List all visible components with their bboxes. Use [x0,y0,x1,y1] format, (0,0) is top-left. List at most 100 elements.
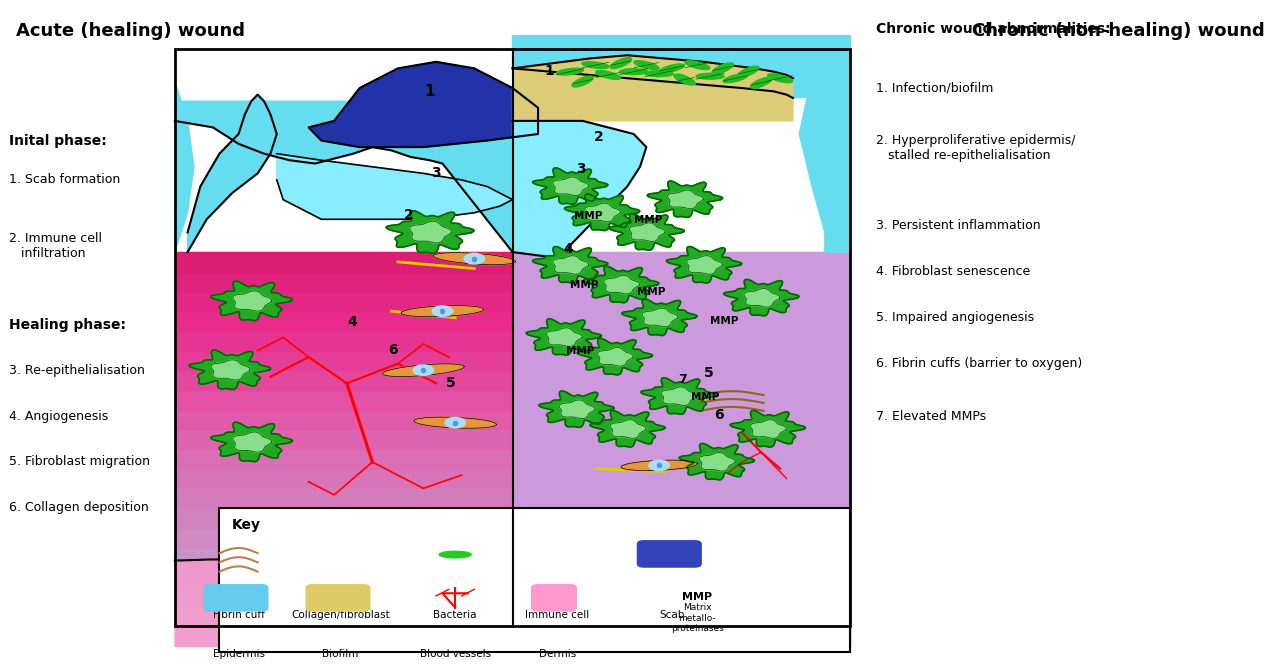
Bar [175,606,512,626]
Polygon shape [643,308,678,327]
Circle shape [433,306,453,317]
FancyBboxPatch shape [531,585,576,611]
Text: Dermis: Dermis [539,649,576,659]
Ellipse shape [559,66,581,77]
Polygon shape [621,460,698,471]
Polygon shape [413,417,497,428]
Text: MMP: MMP [691,392,719,402]
Circle shape [330,549,351,560]
Text: 2: 2 [404,208,413,222]
Polygon shape [680,444,754,480]
Text: Acute (healing) wound: Acute (healing) wound [15,23,244,41]
Text: 5: 5 [447,376,456,390]
Text: 6: 6 [714,408,723,422]
Text: MMP: MMP [637,287,666,297]
Polygon shape [547,328,582,347]
FancyBboxPatch shape [204,585,268,611]
Text: MMP: MMP [573,211,602,221]
Text: 1: 1 [544,64,554,78]
Ellipse shape [582,62,609,68]
Polygon shape [211,281,292,321]
Polygon shape [175,82,195,252]
Polygon shape [564,194,640,230]
FancyBboxPatch shape [637,540,701,567]
Text: 1. Scab formation: 1. Scab formation [9,173,120,187]
Polygon shape [723,280,799,316]
Polygon shape [609,214,685,250]
Circle shape [413,365,434,375]
Text: MMP: MMP [566,346,594,356]
Text: 3: 3 [431,165,440,180]
Polygon shape [383,364,465,376]
Ellipse shape [749,78,773,87]
Polygon shape [529,540,586,568]
Text: 5: 5 [704,366,713,380]
Text: 6. Collagen deposition: 6. Collagen deposition [9,501,148,515]
Polygon shape [512,252,850,646]
Ellipse shape [645,70,673,77]
Polygon shape [667,190,703,208]
Text: Biofilm: Biofilm [323,649,358,659]
Ellipse shape [620,68,648,75]
Text: Fibrin cuff: Fibrin cuff [212,610,265,620]
Polygon shape [699,452,735,471]
Bar [175,252,512,272]
Text: 2. Hyperproliferative epidermis/
   stalled re-epithelialisation: 2. Hyperproliferative epidermis/ stalled… [876,134,1075,162]
Polygon shape [526,319,602,355]
Text: 4. Angiogenesis: 4. Angiogenesis [9,410,109,422]
Ellipse shape [439,551,471,558]
Text: 5. Fibroblast migration: 5. Fibroblast migration [9,456,150,469]
Polygon shape [598,347,634,366]
Text: 4: 4 [563,242,573,256]
Polygon shape [799,55,850,252]
Bar [175,371,512,390]
Ellipse shape [632,62,660,68]
FancyBboxPatch shape [219,508,850,652]
Polygon shape [662,387,698,406]
Bar [175,547,512,567]
Polygon shape [308,62,538,147]
Text: Blood vessels: Blood vessels [420,649,490,659]
Ellipse shape [594,72,622,78]
Bar [175,48,850,626]
Text: 1: 1 [425,84,435,99]
Polygon shape [622,299,698,335]
Text: 6. Fibrin cuffs (barrier to oxygen): 6. Fibrin cuffs (barrier to oxygen) [876,357,1082,370]
Polygon shape [553,177,589,196]
Polygon shape [630,223,666,242]
Polygon shape [648,181,722,217]
Ellipse shape [709,66,737,71]
Ellipse shape [611,58,631,68]
Bar [175,390,512,410]
Polygon shape [544,547,571,561]
Bar [175,587,512,606]
Polygon shape [211,360,250,380]
Polygon shape [585,203,621,222]
Polygon shape [559,400,595,418]
Ellipse shape [737,66,759,77]
Polygon shape [641,378,717,414]
Text: Healing phase:: Healing phase: [9,317,127,332]
Text: 4. Fibroblast senescence: 4. Fibroblast senescence [876,265,1030,278]
Polygon shape [189,350,270,390]
Bar [175,469,512,488]
Text: Chronic (non-healing) wound: Chronic (non-healing) wound [972,23,1265,41]
Polygon shape [233,432,271,452]
Text: Immune cell: Immune cell [525,610,589,620]
Polygon shape [611,420,646,438]
Polygon shape [532,168,608,205]
Circle shape [649,460,669,471]
Polygon shape [410,221,452,243]
Text: Collagen/fibroblast: Collagen/fibroblast [291,610,390,620]
Ellipse shape [671,76,699,82]
Ellipse shape [767,75,794,81]
Text: MMP: MMP [634,214,662,224]
Ellipse shape [699,71,721,82]
Text: 7. Elevated MMPs: 7. Elevated MMPs [876,410,986,422]
Polygon shape [604,276,640,294]
Text: MMP: MMP [710,316,739,326]
Polygon shape [276,153,512,219]
Circle shape [465,254,485,264]
Ellipse shape [723,74,748,82]
Polygon shape [744,288,780,307]
